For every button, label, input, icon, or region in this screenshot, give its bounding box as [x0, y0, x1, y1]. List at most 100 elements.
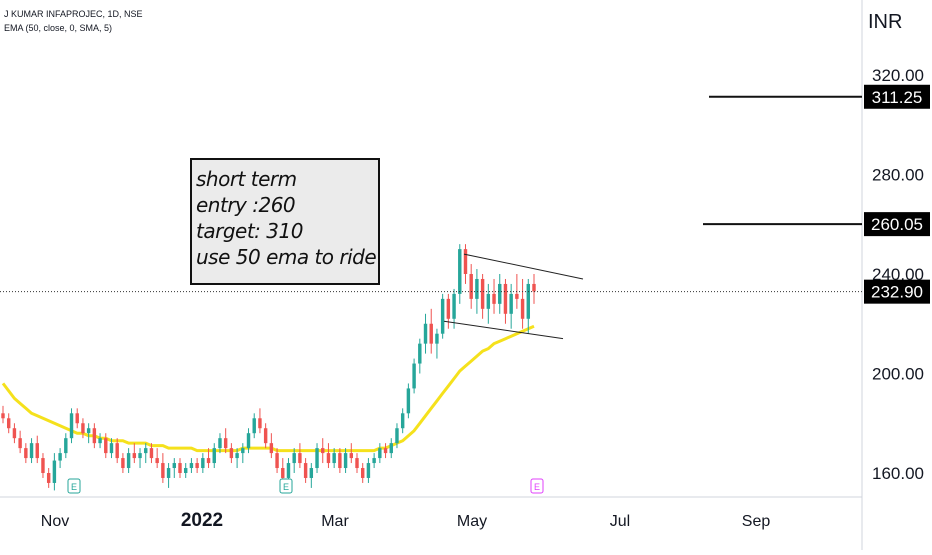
- candle: [223, 428, 228, 454]
- candle: [86, 423, 91, 444]
- candle: [429, 308, 433, 354]
- candle-body: [418, 343, 422, 364]
- candle: [355, 453, 359, 473]
- candle-body: [281, 468, 285, 478]
- candle: [326, 443, 331, 469]
- candle-body: [389, 443, 393, 454]
- earnings-badge-label: E: [71, 482, 77, 492]
- price-level-label-bg: [864, 84, 930, 109]
- earnings-marker[interactable]: E: [530, 478, 544, 494]
- annotation-box[interactable]: short term entry :260 target: 310 use 50…: [190, 158, 380, 285]
- candle: [126, 448, 131, 473]
- candle: [389, 438, 393, 459]
- candle-body: [115, 443, 119, 459]
- candle: [366, 458, 371, 483]
- candle-body: [458, 249, 462, 294]
- trendline-lower[interactable]: [443, 320, 564, 340]
- candle: [98, 433, 102, 449]
- candle-body: [360, 468, 365, 478]
- candle: [24, 443, 28, 464]
- candle-body: [452, 293, 456, 319]
- candle-body: [104, 438, 108, 454]
- candle: [412, 358, 416, 394]
- candle: [183, 463, 188, 478]
- candle: [498, 274, 502, 314]
- candle-body: [252, 418, 256, 434]
- candle-body: [223, 438, 228, 449]
- candle: [332, 448, 336, 469]
- x-tick-label: Sep: [742, 513, 771, 530]
- earnings-marker[interactable]: E: [279, 478, 293, 494]
- y-tick-label: 240.00: [872, 265, 924, 284]
- earnings-badge-label: E: [534, 482, 540, 492]
- candle: [115, 438, 119, 464]
- candle: [395, 423, 399, 449]
- candle-body: [378, 448, 382, 459]
- candle: [229, 443, 234, 464]
- candle-body: [218, 438, 222, 449]
- candle: [189, 458, 194, 473]
- symbol-title[interactable]: J KUMAR INFAPROJEC, 1D, NSE: [4, 9, 143, 19]
- candle: [235, 448, 239, 469]
- candle-body: [58, 453, 62, 461]
- earnings-badge-box: [530, 478, 544, 494]
- candle-body: [189, 463, 194, 469]
- candle-body: [480, 278, 485, 309]
- ema-50-line[interactable]: [1, 324, 535, 453]
- y-tick-label: 200.00: [872, 365, 924, 384]
- annotation-line: target: 310: [196, 219, 303, 243]
- candle: [509, 283, 513, 329]
- x-tick-label: 2022: [181, 510, 223, 531]
- candle-body: [275, 453, 279, 469]
- candle-body: [212, 448, 216, 464]
- candle-body: [241, 448, 245, 454]
- candle-body: [109, 443, 114, 454]
- candle: [475, 269, 479, 314]
- candle-body: [92, 428, 97, 444]
- earnings-badge-label: E: [283, 482, 289, 492]
- candle: [520, 278, 525, 329]
- candle: [155, 448, 159, 469]
- candle-body: [155, 458, 159, 464]
- candle: [378, 443, 382, 464]
- candle-body: [144, 448, 148, 454]
- candle-body: [372, 458, 376, 464]
- candle-body: [132, 453, 137, 459]
- candle-body: [64, 438, 68, 454]
- candle: [298, 443, 302, 469]
- candle: [144, 443, 148, 464]
- candle-body: [463, 249, 468, 274]
- candle-body: [343, 453, 348, 469]
- x-tick-label: Mar: [321, 513, 349, 530]
- candle-body: [429, 323, 433, 344]
- candle-body: [246, 433, 251, 449]
- y-tick-label: 320.00: [872, 66, 924, 85]
- earnings-marker[interactable]: E: [67, 478, 81, 494]
- trendline-upper[interactable]: [463, 253, 584, 280]
- indicator-label[interactable]: EMA (50, close, 0, SMA, 5): [4, 23, 113, 33]
- candle-body: [81, 423, 85, 434]
- candle-body: [321, 448, 325, 454]
- candle-body: [492, 293, 496, 304]
- candle-body: [475, 278, 479, 299]
- candle-body: [400, 413, 405, 429]
- candle: [29, 438, 34, 464]
- candle: [418, 338, 422, 374]
- candle: [275, 448, 279, 473]
- candle: [258, 408, 262, 434]
- candle-body: [486, 293, 491, 309]
- candle-body: [178, 463, 182, 473]
- price-level-label: 311.25: [872, 88, 923, 107]
- candle: [149, 443, 154, 464]
- candle: [18, 430, 22, 454]
- candle-body: [349, 453, 354, 459]
- candle: [241, 443, 245, 464]
- candle-body: [86, 428, 91, 434]
- candle-body: [126, 453, 131, 469]
- candle: [166, 463, 171, 488]
- candle: [526, 278, 531, 334]
- candle: [480, 274, 485, 319]
- candle: [423, 313, 428, 354]
